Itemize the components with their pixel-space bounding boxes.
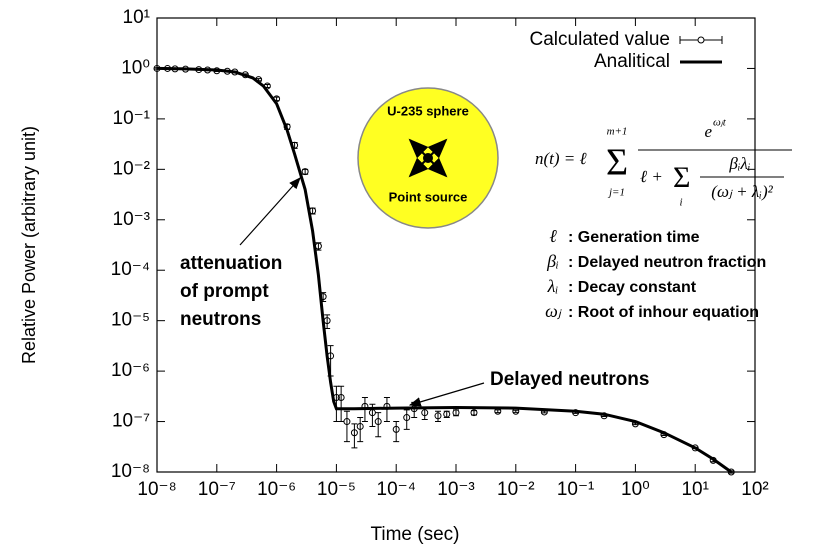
y-tick-label: 10⁻⁷ bbox=[112, 411, 150, 432]
data-point bbox=[443, 410, 451, 418]
annotation: Delayed neutrons bbox=[490, 369, 649, 390]
annotation: attenuation bbox=[180, 253, 282, 274]
x-tick-label: 10⁻⁸ bbox=[137, 479, 176, 500]
y-tick-label: 10⁰ bbox=[121, 57, 150, 78]
x-tick-label: 10² bbox=[741, 479, 768, 500]
sigma: Σ bbox=[606, 142, 628, 184]
error-bar bbox=[494, 409, 501, 414]
error-bar bbox=[512, 409, 519, 413]
formula-numerator: e bbox=[704, 122, 712, 141]
annotation: neutrons bbox=[180, 309, 261, 330]
definition-text: : Root of inhour equation bbox=[568, 304, 759, 321]
source-arrows bbox=[408, 138, 448, 178]
data-point bbox=[374, 418, 382, 426]
y-tick-label: 10⁻⁵ bbox=[111, 310, 150, 331]
definition-text: : Decay constant bbox=[568, 279, 697, 296]
data-point bbox=[350, 429, 358, 437]
formula-den-den: (ωⱼ + λᵢ)² bbox=[711, 182, 773, 201]
formula-lhs: n(t) = ℓ bbox=[535, 149, 587, 168]
x-tick-label: 10⁻² bbox=[497, 479, 535, 500]
x-axis-label: Time (sec) bbox=[370, 524, 459, 545]
definitions: ℓ : Generation time βᵢ : Delayed neutron fr… bbox=[545, 226, 766, 321]
x-tick-label: 10⁻⁷ bbox=[198, 479, 236, 500]
data-point bbox=[727, 468, 735, 476]
annotation: of prompt bbox=[180, 281, 269, 302]
x-tick-label: 10⁰ bbox=[621, 479, 650, 500]
annotation-arrow bbox=[239, 177, 301, 246]
data-point bbox=[356, 422, 364, 430]
formula-den-left: ℓ + bbox=[640, 167, 663, 186]
formula-numerator-exp: ωⱼt bbox=[713, 117, 727, 129]
definition-text: : Delayed neutron fraction bbox=[568, 254, 766, 271]
y-tick-label: 10¹ bbox=[123, 7, 150, 28]
x-tick-label: 10¹ bbox=[681, 479, 708, 500]
y-tick-label: 10⁻³ bbox=[113, 209, 151, 230]
definition-symbol: λᵢ bbox=[547, 276, 559, 296]
legend-swatch bbox=[697, 36, 705, 44]
data-point bbox=[392, 425, 400, 433]
definition-symbol: βᵢ bbox=[546, 251, 559, 271]
definition-symbol: ωⱼ bbox=[545, 301, 563, 321]
error-bar bbox=[338, 385, 345, 423]
data-point bbox=[301, 168, 309, 176]
error-bar bbox=[541, 410, 548, 414]
data-point bbox=[452, 409, 460, 417]
formula-den-sum-bottom: i bbox=[679, 197, 682, 209]
definition-symbol: ℓ bbox=[549, 226, 557, 246]
y-tick-label: 10⁻⁴ bbox=[111, 259, 150, 280]
y-tick-label: 10⁻¹ bbox=[113, 108, 151, 129]
analytical-line bbox=[156, 66, 733, 474]
x-tick-label: 10⁻¹ bbox=[557, 479, 595, 500]
formula-sum-top: m+1 bbox=[607, 126, 628, 138]
formula-sum-bottom: j=1 bbox=[607, 187, 625, 199]
data-point bbox=[403, 414, 411, 422]
y-tick-label: 10⁻⁶ bbox=[111, 360, 150, 381]
x-tick-label: 10⁻³ bbox=[437, 479, 475, 500]
legend-label: Analitical bbox=[594, 51, 670, 72]
y-axis-label: Relative Power (arbitrary unit) bbox=[19, 126, 39, 364]
x-tick-label: 10⁻⁵ bbox=[317, 479, 356, 500]
error-bar bbox=[403, 409, 410, 430]
y-tick-label: 10⁻² bbox=[113, 158, 151, 179]
error-bar bbox=[343, 410, 350, 443]
formula: n(t) = ℓ Σ m+1 j=1 e ωⱼt ℓ + Σ i βᵢλᵢ (ω… bbox=[535, 117, 792, 209]
data-point bbox=[434, 412, 442, 420]
data-point bbox=[337, 393, 345, 401]
x-tick-label: 10⁻⁴ bbox=[377, 479, 416, 500]
y-tick-label: 10⁻⁸ bbox=[111, 461, 150, 482]
data-point bbox=[470, 409, 478, 417]
formula-den-num: βᵢλᵢ bbox=[728, 154, 750, 173]
sphere-source: Point source bbox=[389, 189, 468, 204]
error-bar bbox=[411, 401, 418, 419]
sigma: Σ bbox=[673, 161, 690, 194]
x-tick-label: 10⁻⁶ bbox=[257, 479, 296, 500]
data-point bbox=[421, 409, 429, 417]
error-bar bbox=[393, 421, 400, 443]
annotation-arrow bbox=[408, 382, 485, 407]
data-point bbox=[343, 418, 351, 426]
sphere-title: U-235 sphere bbox=[387, 103, 469, 118]
legend-label: Calculated value bbox=[530, 29, 670, 50]
definition-text: : Generation time bbox=[568, 229, 700, 246]
